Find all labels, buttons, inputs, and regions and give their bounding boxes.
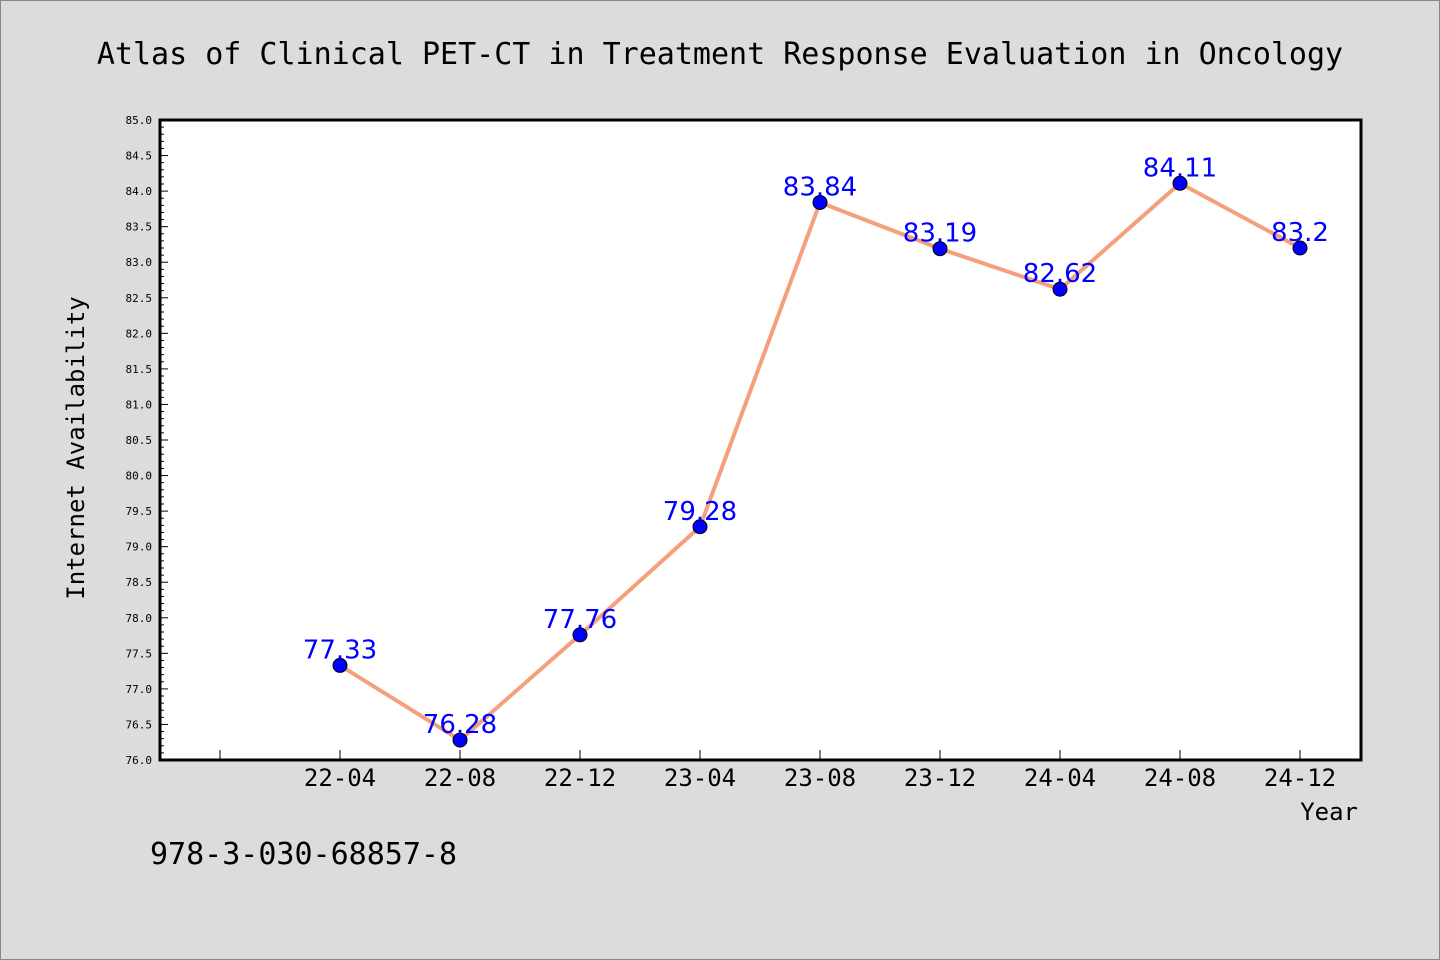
data-point (452, 732, 468, 748)
data-label: 83.19 (903, 219, 977, 249)
y-tick-label: 79.0 (126, 541, 153, 554)
y-tick-label: 78.5 (126, 576, 153, 589)
plot-area (158, 118, 1363, 762)
data-point (1172, 175, 1188, 191)
y-tick-label: 85.0 (126, 114, 153, 127)
y-tick-label: 82.5 (126, 292, 153, 305)
y-tick-label: 82.0 (126, 327, 153, 340)
y-tick-label: 83.5 (126, 221, 153, 234)
x-tick-label: 23-04 (664, 764, 736, 792)
data-label: 82.62 (1023, 259, 1097, 289)
data-point (812, 194, 828, 210)
series-markers (332, 175, 1308, 748)
y-tick-label: 77.5 (126, 647, 153, 660)
x-axis-label: Year (1300, 798, 1358, 826)
data-point (332, 657, 348, 673)
data-point (1052, 281, 1068, 297)
y-tick-label: 78.0 (126, 612, 153, 625)
data-point (1292, 240, 1308, 256)
footnote-isbn: 978-3-030-68857-8 (150, 837, 457, 872)
x-tick-label: 22-08 (424, 764, 496, 792)
y-tick-label: 79.5 (126, 505, 153, 518)
data-label: 84.11 (1143, 153, 1217, 183)
y-axis-ticks: 76.0 76.5 77.0 77.5 78.0 78.5 79.0 79.5 80.0 80.5… (126, 114, 168, 767)
x-tick-label: 23-08 (784, 764, 856, 792)
x-tick-label: 23-12 (904, 764, 976, 792)
data-point (572, 627, 588, 643)
x-tick-label: 24-04 (1024, 764, 1096, 792)
data-point (692, 519, 708, 535)
y-tick-label: 76.5 (126, 718, 153, 731)
data-label: 77.76 (543, 605, 617, 635)
x-tick-label: 24-12 (1264, 764, 1336, 792)
y-tick-label: 84.5 (126, 150, 153, 163)
y-tick-label: 81.0 (126, 398, 153, 411)
chart-title: Atlas of Clinical PET-CT in Treatment Re… (97, 37, 1343, 72)
data-label: 83.2 (1271, 218, 1329, 248)
data-label: 79.28 (663, 497, 737, 527)
x-tick-label: 22-04 (304, 764, 376, 792)
y-tick-label: 80.0 (126, 470, 153, 483)
y-tick-label: 77.0 (126, 683, 153, 696)
data-labels: 77.33 76.28 77.76 79.28 83.84 83.19 82.62 84.11… (303, 153, 1329, 740)
y-tick-label: 83.0 (126, 256, 153, 269)
data-point (932, 241, 948, 257)
x-tick-label: 24-08 (1144, 764, 1216, 792)
data-label: 76.28 (423, 710, 497, 740)
y-tick-label: 80.5 (126, 434, 153, 447)
y-tick-label: 76.0 (126, 754, 153, 767)
x-tick-label: 22-12 (544, 764, 616, 792)
y-tick-label: 81.5 (126, 363, 153, 376)
x-axis-ticks: 22-04 22-08 22-12 23-04 23-08 23-12 24-04 24-08… (219, 750, 1336, 792)
y-axis-label: Internet Availability (62, 296, 90, 599)
data-label: 77.33 (303, 635, 377, 665)
y-tick-label: 84.0 (126, 185, 153, 198)
data-label: 83.84 (783, 172, 857, 202)
